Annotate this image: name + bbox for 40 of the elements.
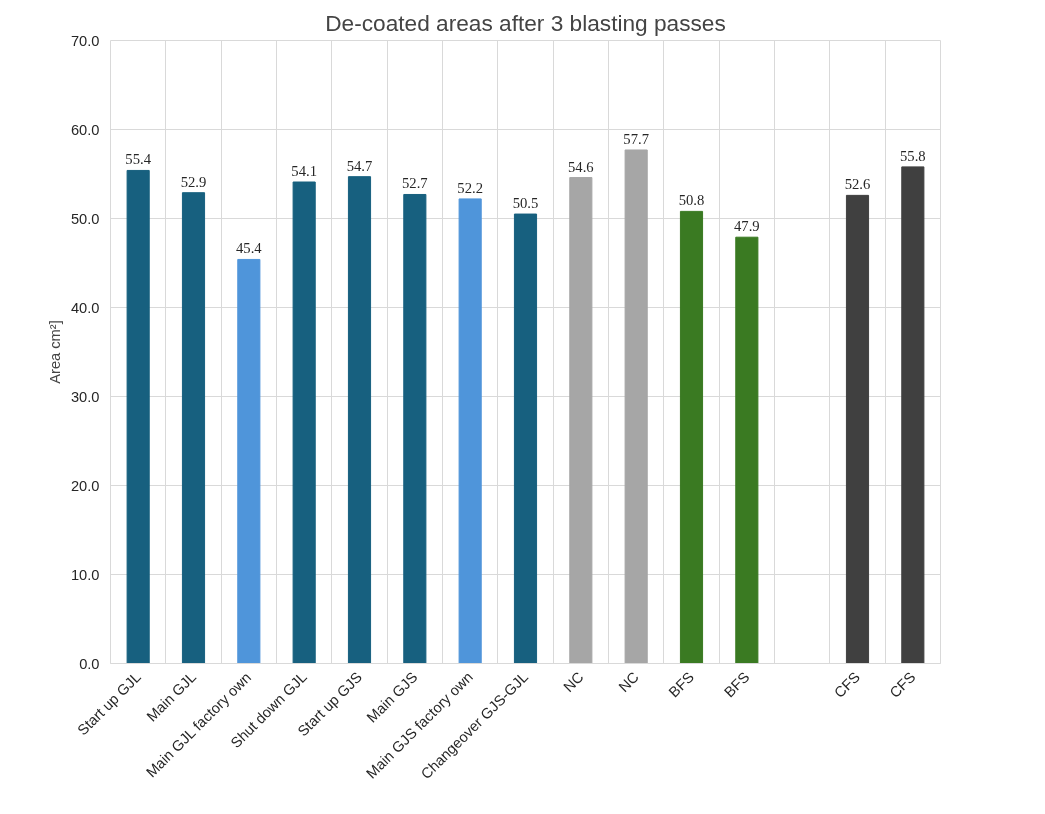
y-tick-label: 20.0 <box>70 477 100 494</box>
bar <box>513 213 538 664</box>
bar <box>292 181 316 664</box>
data-label: 55.8 <box>900 147 926 164</box>
data-label: 54.1 <box>291 163 317 180</box>
data-label: 52.6 <box>844 176 871 193</box>
x-tick-label: NC <box>560 668 587 696</box>
bar <box>181 192 206 664</box>
bar <box>901 166 925 664</box>
y-tick-label: 60.0 <box>70 121 100 138</box>
data-label: 54.6 <box>568 158 594 175</box>
bar <box>679 210 704 664</box>
bar <box>403 193 427 664</box>
data-label: 54.7 <box>346 157 373 174</box>
y-tick-label: 40.0 <box>70 299 100 316</box>
bar <box>347 176 372 664</box>
y-axis-title: Area cm²] <box>46 320 63 384</box>
data-label: 52.2 <box>457 179 483 196</box>
bar <box>237 258 261 664</box>
data-label: 47.9 <box>734 218 760 235</box>
y-tick-label: 50.0 <box>70 210 100 227</box>
data-label: 52.9 <box>180 173 207 190</box>
data-label: 50.5 <box>512 195 539 212</box>
data-label: 55.4 <box>125 151 152 168</box>
bar <box>569 177 593 664</box>
y-tick-label: 10.0 <box>70 566 100 583</box>
data-label: 52.7 <box>402 175 428 192</box>
bar <box>735 236 759 664</box>
bar <box>845 194 870 664</box>
bar <box>126 169 150 664</box>
bar <box>458 198 482 664</box>
y-tick-label: 30.0 <box>70 388 100 405</box>
data-label: 50.8 <box>678 192 705 209</box>
data-label: 57.7 <box>623 130 649 147</box>
x-tick-label: NC <box>615 668 643 696</box>
data-label: 45.4 <box>236 240 263 257</box>
bar <box>624 149 648 664</box>
y-tick-label: 0.0 <box>79 655 100 672</box>
chart-title: De-coated areas after 3 blasting passes <box>325 9 726 36</box>
y-tick-label: 70.0 <box>70 32 100 49</box>
